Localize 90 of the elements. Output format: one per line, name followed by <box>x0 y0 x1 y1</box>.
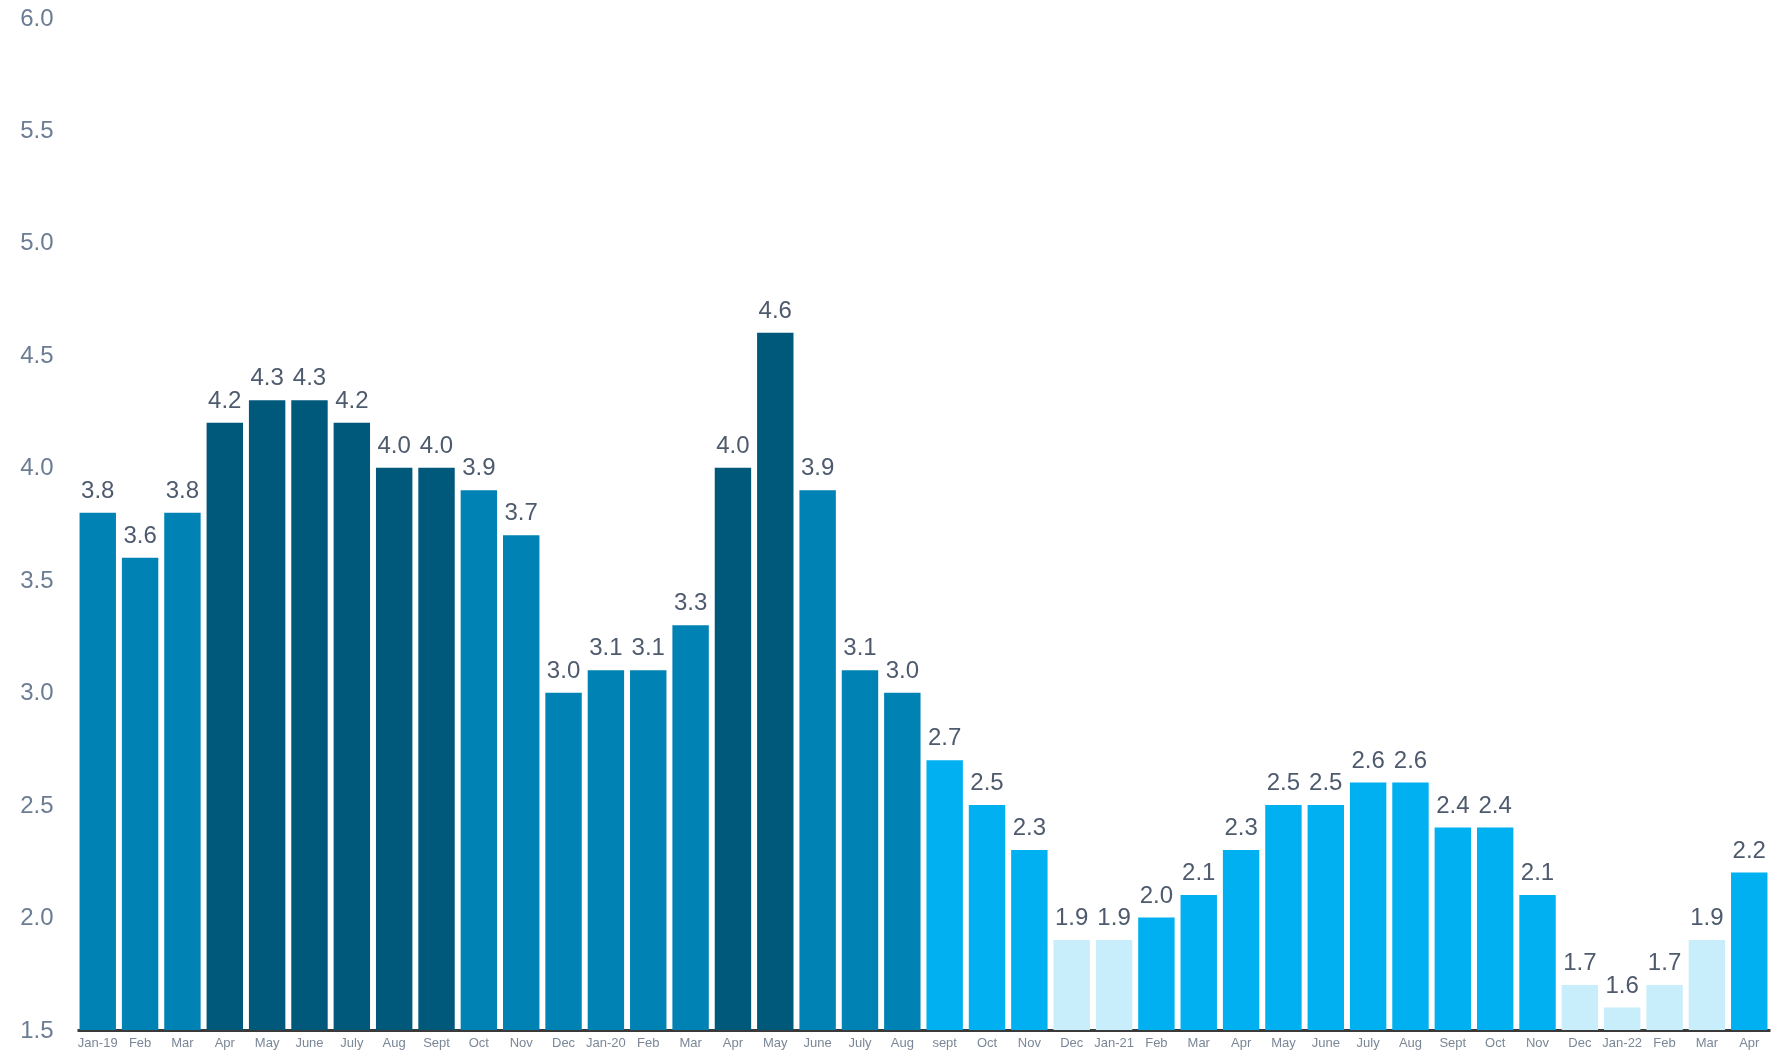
x-tick-label: Feb <box>128 1034 152 1050</box>
x-tick-label: Aug <box>382 1034 406 1050</box>
data-label: 3.7 <box>504 498 538 526</box>
data-label: 2.5 <box>1266 768 1301 796</box>
x-tick-label: Feb <box>637 1034 660 1050</box>
x-tick-label: Jan-21 <box>1094 1034 1134 1050</box>
data-label: 3.1 <box>589 633 623 661</box>
data-label: 1.7 <box>1647 948 1682 976</box>
data-label: 1.7 <box>1563 948 1597 976</box>
x-tick-label: Aug <box>1398 1034 1423 1050</box>
x-tick-label: Nov <box>509 1034 534 1050</box>
x-tick-label: June <box>1311 1034 1340 1050</box>
x-tick-label: Mar <box>1695 1034 1719 1050</box>
x-tick-label: Oct <box>468 1034 490 1050</box>
x-tick-label: Dec <box>1568 1034 1592 1050</box>
data-label: 4.3 <box>250 363 284 391</box>
y-tick-label: 2.0 <box>20 903 54 931</box>
data-label: 2.2 <box>1732 835 1766 863</box>
data-label: 4.2 <box>208 385 242 413</box>
y-tick-label: 5.0 <box>20 228 54 256</box>
data-label: 2.5 <box>1309 768 1343 796</box>
data-label: 2.3 <box>1012 813 1047 841</box>
x-tick-label: Nov <box>1525 1034 1550 1050</box>
x-tick-label: Oct <box>976 1034 998 1050</box>
data-label: 2.1 <box>1182 858 1216 886</box>
data-label: 4.6 <box>758 295 792 323</box>
y-tick-label: 3.5 <box>20 565 54 593</box>
data-label: 4.2 <box>335 385 369 413</box>
data-label: 1.9 <box>1690 903 1724 931</box>
data-label: 4.3 <box>292 363 327 391</box>
x-tick-label: May <box>1271 1034 1297 1050</box>
y-tick-label: 5.5 <box>20 115 54 143</box>
y-tick-label: 6.0 <box>20 3 54 31</box>
x-tick-label: Sept <box>1439 1034 1467 1050</box>
x-tick-label: Aug <box>890 1034 914 1050</box>
data-label: 2.3 <box>1224 813 1258 841</box>
x-tick-label: Feb <box>1653 1034 1676 1050</box>
data-label: 4.0 <box>716 430 750 458</box>
x-tick-label: Dec <box>1060 1034 1084 1050</box>
x-tick-label: Mar <box>679 1034 703 1050</box>
y-tick-label: 4.0 <box>20 453 54 481</box>
x-tick-label: Apr <box>1230 1034 1252 1050</box>
y-tick-label: 4.5 <box>20 340 54 368</box>
data-label: 3.9 <box>462 453 496 481</box>
data-label: 3.8 <box>81 475 115 503</box>
data-label: 2.6 <box>1393 745 1428 773</box>
data-label: 1.6 <box>1605 970 1639 998</box>
data-label: 4.0 <box>377 430 411 458</box>
data-label: 2.5 <box>970 768 1004 796</box>
x-tick-label: July <box>340 1034 364 1050</box>
x-tick-label: July <box>848 1034 873 1050</box>
x-tick-label: Sept <box>423 1034 451 1050</box>
x-tick-label: Oct <box>1485 1034 1506 1050</box>
x-tick-label: sept <box>932 1034 958 1050</box>
x-tick-label: Jan-22 <box>1602 1034 1643 1050</box>
data-label: 3.1 <box>843 633 877 661</box>
data-label: 1.9 <box>1097 903 1131 931</box>
x-tick-label: June <box>803 1034 832 1050</box>
x-tick-label: Nov <box>1017 1034 1042 1050</box>
x-tick-label: June <box>295 1034 324 1050</box>
x-tick-label: Mar <box>1187 1034 1211 1050</box>
x-tick-label: Apr <box>214 1034 236 1050</box>
y-tick-label: 2.5 <box>20 790 54 818</box>
data-label: 4.0 <box>419 430 454 458</box>
data-label: 2.7 <box>927 723 962 751</box>
x-tick-label: Jan-20 <box>586 1034 626 1050</box>
data-label: 2.4 <box>1436 790 1470 818</box>
data-label: 2.1 <box>1520 858 1555 886</box>
x-tick-label: Dec <box>551 1034 576 1050</box>
x-tick-label: Apr <box>1739 1034 1761 1050</box>
x-tick-label: Apr <box>722 1034 744 1050</box>
data-label: 3.0 <box>546 655 581 683</box>
x-tick-label: July <box>1356 1034 1381 1050</box>
data-label: 3.9 <box>800 453 835 481</box>
x-tick-label: Feb <box>1145 1034 1168 1050</box>
data-label: 3.0 <box>885 655 920 683</box>
data-label: 3.8 <box>165 475 200 503</box>
data-label: 3.1 <box>631 633 665 661</box>
y-tick-label: 3.0 <box>20 678 54 706</box>
data-label: 2.4 <box>1478 790 1512 818</box>
y-tick-label: 1.5 <box>20 1015 54 1043</box>
data-label: 2.6 <box>1351 745 1385 773</box>
data-label: 3.6 <box>123 520 157 548</box>
data-label: 2.0 <box>1139 880 1174 908</box>
x-tick-label: Jan-19 <box>77 1034 118 1050</box>
x-tick-label: May <box>763 1034 789 1050</box>
data-label: 3.3 <box>673 588 708 616</box>
x-tick-label: Mar <box>171 1034 195 1050</box>
data-label: 1.9 <box>1055 903 1089 931</box>
x-tick-label: May <box>254 1034 280 1050</box>
